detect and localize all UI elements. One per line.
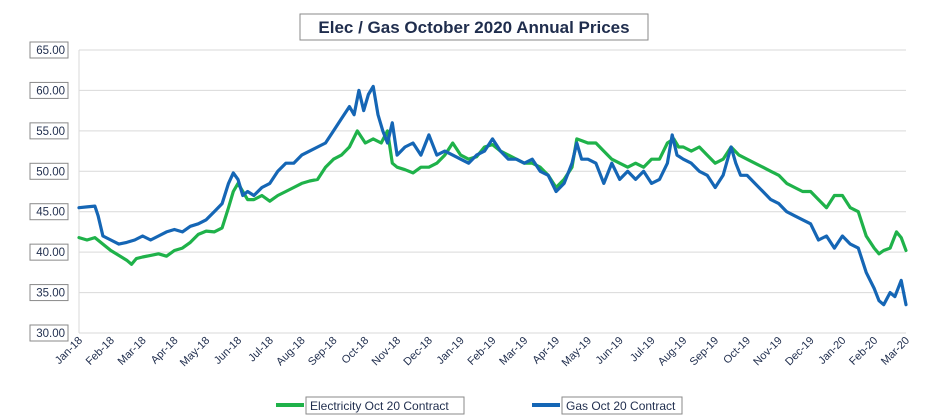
x-tick-label: Mar-18 xyxy=(116,335,149,368)
chart-title: Elec / Gas October 2020 Annual Prices xyxy=(318,18,629,37)
series-layer xyxy=(77,84,908,307)
y-tick-box xyxy=(29,81,69,99)
x-tick-label: Apr-19 xyxy=(530,335,562,367)
x-tick-label: Aug-19 xyxy=(656,335,690,369)
x-tick-label: Dec-18 xyxy=(401,335,435,369)
y-axis-ticks: 30.00 35.00 40.00 45.00 50.00 55.00 60.00 65.00 xyxy=(29,41,69,342)
x-tick-label: Nov-18 xyxy=(370,335,404,369)
grid-layer xyxy=(78,49,906,334)
y-tick-box xyxy=(29,41,69,59)
legend-label: Electricity Oct 20 Contract xyxy=(310,399,449,413)
y-tick-label: 60.00 xyxy=(36,85,65,97)
x-tick-label: Feb-20 xyxy=(847,335,880,368)
chart-title-group: Elec / Gas October 2020 Annual Prices xyxy=(299,13,649,41)
x-tick-label: Jun-18 xyxy=(212,335,244,367)
y-tick-label: 45.00 xyxy=(36,207,65,219)
y-tick-box xyxy=(29,324,69,342)
x-tick-label: Aug-18 xyxy=(274,335,308,369)
y-tick-label: 40.00 xyxy=(36,247,65,259)
legend-label-box xyxy=(305,396,465,415)
x-tick-label: Sep-19 xyxy=(688,335,722,369)
y-tick-label: 55.00 xyxy=(36,126,65,138)
x-tick-label: Mar-19 xyxy=(497,335,530,368)
y-tick-box xyxy=(29,122,69,140)
series-line-gas xyxy=(77,84,908,307)
y-tick-label: 50.00 xyxy=(36,166,65,178)
x-tick-label: Jan-19 xyxy=(435,335,467,367)
y-tick-label: 30.00 xyxy=(36,328,65,340)
x-tick-label: Oct-18 xyxy=(340,335,372,367)
series-line-electricity xyxy=(77,129,908,266)
y-tick-label: 65.00 xyxy=(36,45,65,57)
x-tick-label: May-18 xyxy=(178,335,212,369)
x-tick-label: Dec-19 xyxy=(783,335,817,369)
x-tick-label: Feb-19 xyxy=(465,335,498,368)
x-tick-label: Feb-18 xyxy=(84,335,117,368)
x-tick-label: Jul-19 xyxy=(628,335,658,365)
legend-label-box xyxy=(561,396,683,415)
x-tick-label: Jun-19 xyxy=(594,335,626,367)
y-tick-box xyxy=(29,243,69,261)
x-tick-label: Sep-18 xyxy=(306,335,340,369)
y-tick-box xyxy=(29,203,69,221)
y-tick-box xyxy=(29,284,69,302)
x-tick-label: Jul-18 xyxy=(246,335,276,365)
legend: Electricity Oct 20 Contract Gas Oct 20 Co… xyxy=(276,396,683,415)
chart-title-box xyxy=(299,13,649,41)
y-tick-box xyxy=(29,162,69,180)
x-tick-label: May-19 xyxy=(560,335,594,369)
legend-label: Gas Oct 20 Contract xyxy=(566,399,676,413)
x-tick-label: Apr-18 xyxy=(149,335,181,367)
x-tick-label: Mar-20 xyxy=(879,335,912,368)
x-tick-label: Jan-20 xyxy=(816,335,848,367)
x-tick-label: Oct-19 xyxy=(721,335,753,367)
x-tick-label: Nov-19 xyxy=(751,335,785,369)
y-tick-label: 35.00 xyxy=(36,288,65,300)
